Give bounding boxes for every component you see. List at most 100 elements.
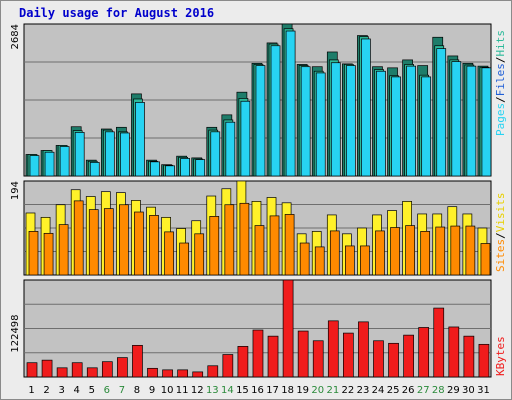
pages-bar bbox=[481, 67, 492, 177]
sites-bar bbox=[329, 230, 340, 276]
x-tick-label: 3 bbox=[58, 385, 64, 396]
x-tick-label: 21 bbox=[326, 385, 339, 396]
kbytes-bar bbox=[418, 327, 430, 378]
sites-bar bbox=[435, 226, 446, 276]
pages-bar bbox=[29, 155, 40, 177]
kbytes-bar bbox=[327, 320, 339, 378]
kbytes-bar bbox=[192, 371, 204, 378]
kbytes-bar bbox=[343, 332, 354, 378]
x-tick-label: 22 bbox=[342, 385, 355, 396]
x-tick-label: 15 bbox=[236, 385, 249, 396]
sites-bar bbox=[194, 233, 205, 276]
x-tick-label: 31 bbox=[477, 385, 490, 396]
kbytes-ymax-label: 122498 bbox=[10, 314, 21, 352]
legend-pages: Pages bbox=[494, 103, 507, 136]
kbytes-bar bbox=[162, 369, 173, 378]
sites-bar bbox=[360, 245, 370, 276]
x-tick-label: 28 bbox=[432, 385, 445, 396]
kbytes-bar bbox=[282, 279, 294, 378]
pages-bar bbox=[180, 158, 190, 177]
legend-separator: / bbox=[494, 96, 507, 103]
x-tick-label: 2 bbox=[43, 385, 49, 396]
pages-bar bbox=[89, 162, 100, 177]
x-tick-label: 13 bbox=[206, 385, 219, 396]
kbytes-bar bbox=[41, 359, 53, 378]
sites-bar bbox=[345, 245, 355, 276]
sites-bar bbox=[480, 243, 491, 276]
pages-bar bbox=[195, 159, 206, 177]
pages-bar bbox=[361, 38, 371, 177]
pages-bar bbox=[210, 131, 221, 177]
kbytes-bar bbox=[312, 340, 324, 378]
x-tick-label: 4 bbox=[74, 385, 80, 396]
legend-visits: Visits bbox=[494, 193, 507, 233]
pages-bar bbox=[285, 30, 296, 177]
visits-legend: Sites/Visits bbox=[494, 193, 507, 273]
sites-bar bbox=[299, 242, 310, 276]
x-tick-label: 20 bbox=[311, 385, 324, 396]
sites-bar bbox=[375, 230, 385, 276]
pages-bar bbox=[315, 72, 326, 177]
sites-bar bbox=[58, 224, 69, 276]
kbytes-bar bbox=[26, 362, 38, 378]
kbytes-bar bbox=[101, 361, 113, 378]
legend-separator: / bbox=[494, 57, 507, 64]
legend-files: Files bbox=[494, 63, 507, 96]
sites-bar bbox=[179, 242, 189, 276]
kbytes-bar bbox=[56, 367, 68, 378]
x-tick-label: 24 bbox=[372, 385, 385, 396]
kbytes-bar bbox=[222, 354, 234, 378]
sites-bar bbox=[390, 227, 400, 276]
pages-bar bbox=[391, 76, 401, 177]
hits-ymax-label: 2684 bbox=[10, 24, 21, 49]
kbytes-bar bbox=[373, 340, 384, 378]
sites-bar bbox=[284, 214, 295, 276]
pages-bar bbox=[150, 161, 160, 177]
kbytes-legend: KBytes bbox=[494, 336, 507, 376]
sites-bar bbox=[450, 225, 461, 276]
chart-title: Daily usage for August 2016 bbox=[19, 6, 215, 20]
sites-bar bbox=[164, 231, 174, 276]
pages-bar bbox=[225, 121, 236, 177]
x-tick-label: 9 bbox=[149, 385, 155, 396]
sites-bar bbox=[103, 208, 114, 276]
pages-bar bbox=[240, 100, 251, 177]
kbytes-bar bbox=[267, 335, 279, 378]
kbytes-bar bbox=[147, 367, 158, 378]
sites-bar bbox=[73, 200, 84, 276]
sites-bar bbox=[465, 225, 476, 276]
sites-bar bbox=[28, 231, 39, 276]
pages-bar bbox=[104, 131, 115, 177]
sites-bar bbox=[224, 204, 235, 276]
pages-bar bbox=[300, 66, 311, 177]
legend-sites: Sites bbox=[494, 239, 507, 272]
x-tick-label: 14 bbox=[221, 385, 234, 396]
pages-bar bbox=[346, 65, 356, 177]
legend-hits: Hits bbox=[494, 30, 507, 57]
sites-bar bbox=[254, 225, 265, 276]
x-tick-label: 12 bbox=[191, 385, 204, 396]
x-tick-label: 19 bbox=[296, 385, 309, 396]
x-tick-label: 25 bbox=[387, 385, 400, 396]
kbytes-bar bbox=[86, 367, 98, 378]
pages-bar bbox=[406, 65, 416, 177]
x-tick-label: 16 bbox=[251, 385, 264, 396]
pages-bar bbox=[44, 151, 55, 177]
pages-bar bbox=[165, 165, 175, 177]
pages-bar bbox=[255, 65, 266, 177]
hits-legend: Pages/Files/Hits bbox=[494, 30, 507, 136]
kbytes-bar bbox=[297, 330, 309, 378]
kbytes-bar bbox=[177, 369, 188, 378]
pages-bar bbox=[451, 61, 462, 177]
kbytes-bar bbox=[448, 326, 460, 378]
x-tick-label: 10 bbox=[161, 385, 174, 396]
visits-ymax-label: 194 bbox=[10, 181, 21, 200]
kbytes-bar bbox=[207, 365, 219, 378]
kbytes-bar bbox=[403, 334, 414, 378]
sites-bar bbox=[43, 232, 54, 276]
x-tick-label: 11 bbox=[176, 385, 189, 396]
sites-bar bbox=[119, 204, 129, 276]
sites-bar bbox=[134, 211, 144, 276]
x-tick-label: 5 bbox=[89, 385, 95, 396]
